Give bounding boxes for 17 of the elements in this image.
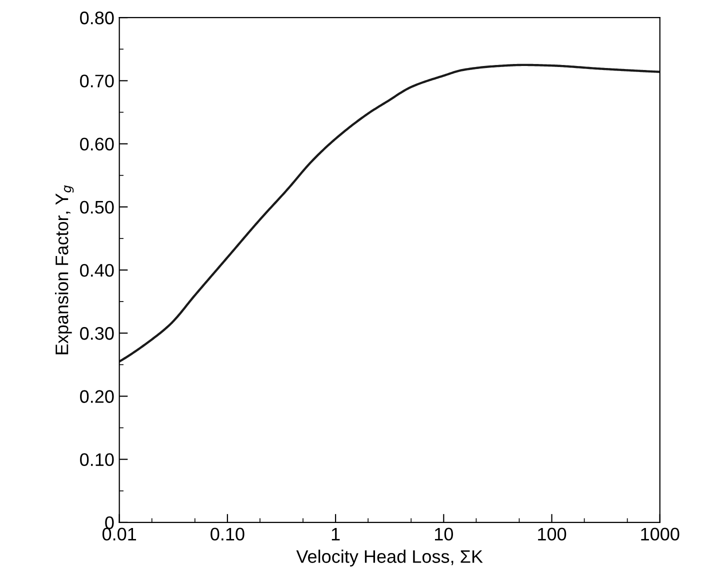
y-tick-label: 0.80 xyxy=(80,12,114,24)
x-tick-label: 10 xyxy=(435,528,453,541)
y-axis-title: Expansion Factor, Y$_{g}$ xyxy=(55,185,74,354)
y-tick-label: 0.60 xyxy=(80,138,114,151)
y-tick-label: 0.70 xyxy=(80,74,114,88)
y-tick-label: 0.20 xyxy=(80,390,114,403)
y-tick-label: 0 xyxy=(105,516,114,530)
x-tick-label: 1000 xyxy=(641,528,680,541)
x-tick-label: 0.01 xyxy=(102,528,136,541)
x-tick-label: 100 xyxy=(538,528,566,541)
y-tick-label: 0.30 xyxy=(80,327,114,340)
x-axis-title: Velocity Head Loss, ΣK xyxy=(296,550,483,567)
y-tick-label: 0.10 xyxy=(80,453,114,466)
y-tick-label: 0.50 xyxy=(80,200,114,214)
x-tick-label: 1 xyxy=(332,528,340,540)
x-tick-label: 0.10 xyxy=(210,528,244,541)
y-tick-label: 0.40 xyxy=(80,264,114,277)
